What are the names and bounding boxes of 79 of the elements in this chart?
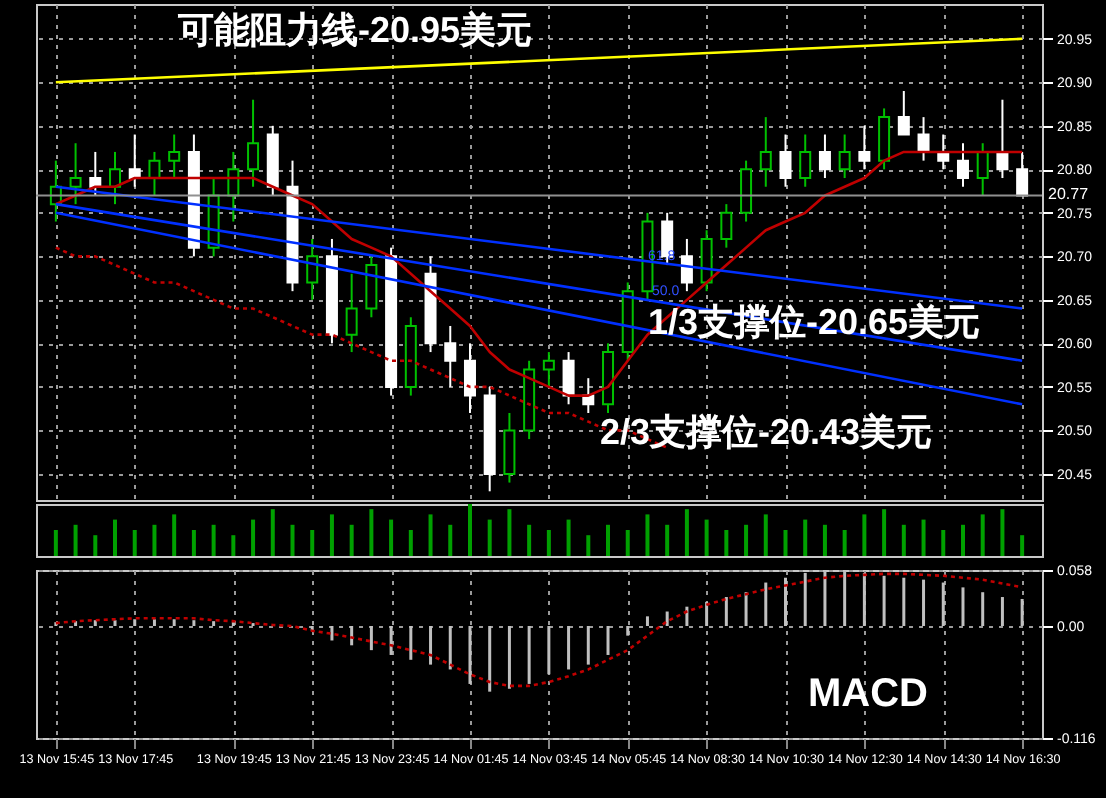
bar	[251, 519, 256, 556]
annotation: MACD	[808, 672, 928, 716]
bar	[329, 514, 334, 556]
candlestick	[976, 142, 989, 197]
candlestick	[1016, 150, 1029, 197]
candlestick	[69, 142, 82, 206]
bar	[310, 530, 315, 556]
bar	[665, 524, 670, 556]
candlestick	[838, 133, 851, 180]
bar	[369, 509, 374, 556]
candlestick	[168, 133, 181, 180]
ref-line-label: 20.77	[1048, 185, 1090, 204]
candlestick	[759, 116, 772, 188]
bar	[625, 530, 630, 556]
candlestick	[878, 107, 891, 171]
bar	[1020, 535, 1025, 556]
candlestick	[128, 133, 141, 188]
candlestick	[503, 411, 516, 484]
bar	[93, 535, 98, 556]
candlestick	[306, 237, 319, 301]
bar	[842, 530, 847, 556]
candlestick	[858, 124, 871, 171]
candlestick	[779, 133, 792, 188]
bar	[1000, 509, 1005, 556]
bar	[349, 524, 354, 556]
candlestick	[247, 98, 260, 188]
bar	[231, 535, 236, 556]
bar	[941, 530, 946, 556]
bar	[408, 530, 413, 556]
bar	[546, 530, 551, 556]
bar	[606, 524, 611, 556]
candlestick	[720, 203, 733, 249]
bar	[566, 519, 571, 556]
annotation: 可能阻力线-20.95美元	[176, 10, 533, 50]
candlestick	[799, 133, 812, 188]
bar	[980, 514, 985, 556]
bar	[53, 530, 58, 556]
bar	[803, 519, 808, 556]
bar	[684, 509, 689, 556]
bar	[763, 514, 768, 556]
candlestick	[897, 90, 910, 136]
candlestick	[345, 272, 358, 354]
bar	[467, 504, 472, 556]
candlestick	[956, 142, 969, 188]
candlestick	[463, 342, 476, 414]
candlestick	[740, 159, 753, 223]
bar	[428, 514, 433, 556]
bar	[744, 524, 749, 556]
bar	[527, 524, 532, 556]
bar	[448, 524, 453, 556]
bar	[113, 519, 118, 556]
bar	[270, 509, 275, 556]
candlestick	[542, 351, 555, 388]
bar	[724, 530, 729, 556]
bar	[389, 519, 394, 556]
bar	[507, 509, 512, 556]
bar	[783, 530, 788, 556]
bar	[172, 514, 177, 556]
bar	[73, 524, 78, 556]
bar	[960, 524, 965, 556]
candlestick	[562, 351, 575, 406]
bar	[132, 530, 137, 556]
bar	[822, 524, 827, 556]
candlestick	[109, 150, 122, 206]
candlestick	[365, 255, 378, 319]
bar	[191, 530, 196, 556]
bar	[704, 519, 709, 556]
candlestick	[818, 133, 831, 180]
bar	[901, 524, 906, 556]
bar	[487, 519, 492, 556]
bar	[211, 524, 216, 556]
bar	[862, 514, 867, 556]
bar	[882, 509, 887, 556]
bar	[152, 524, 157, 556]
candlestick	[444, 324, 457, 388]
bar	[290, 524, 295, 556]
bar	[921, 519, 926, 556]
bar	[586, 535, 591, 556]
bar	[645, 514, 650, 556]
